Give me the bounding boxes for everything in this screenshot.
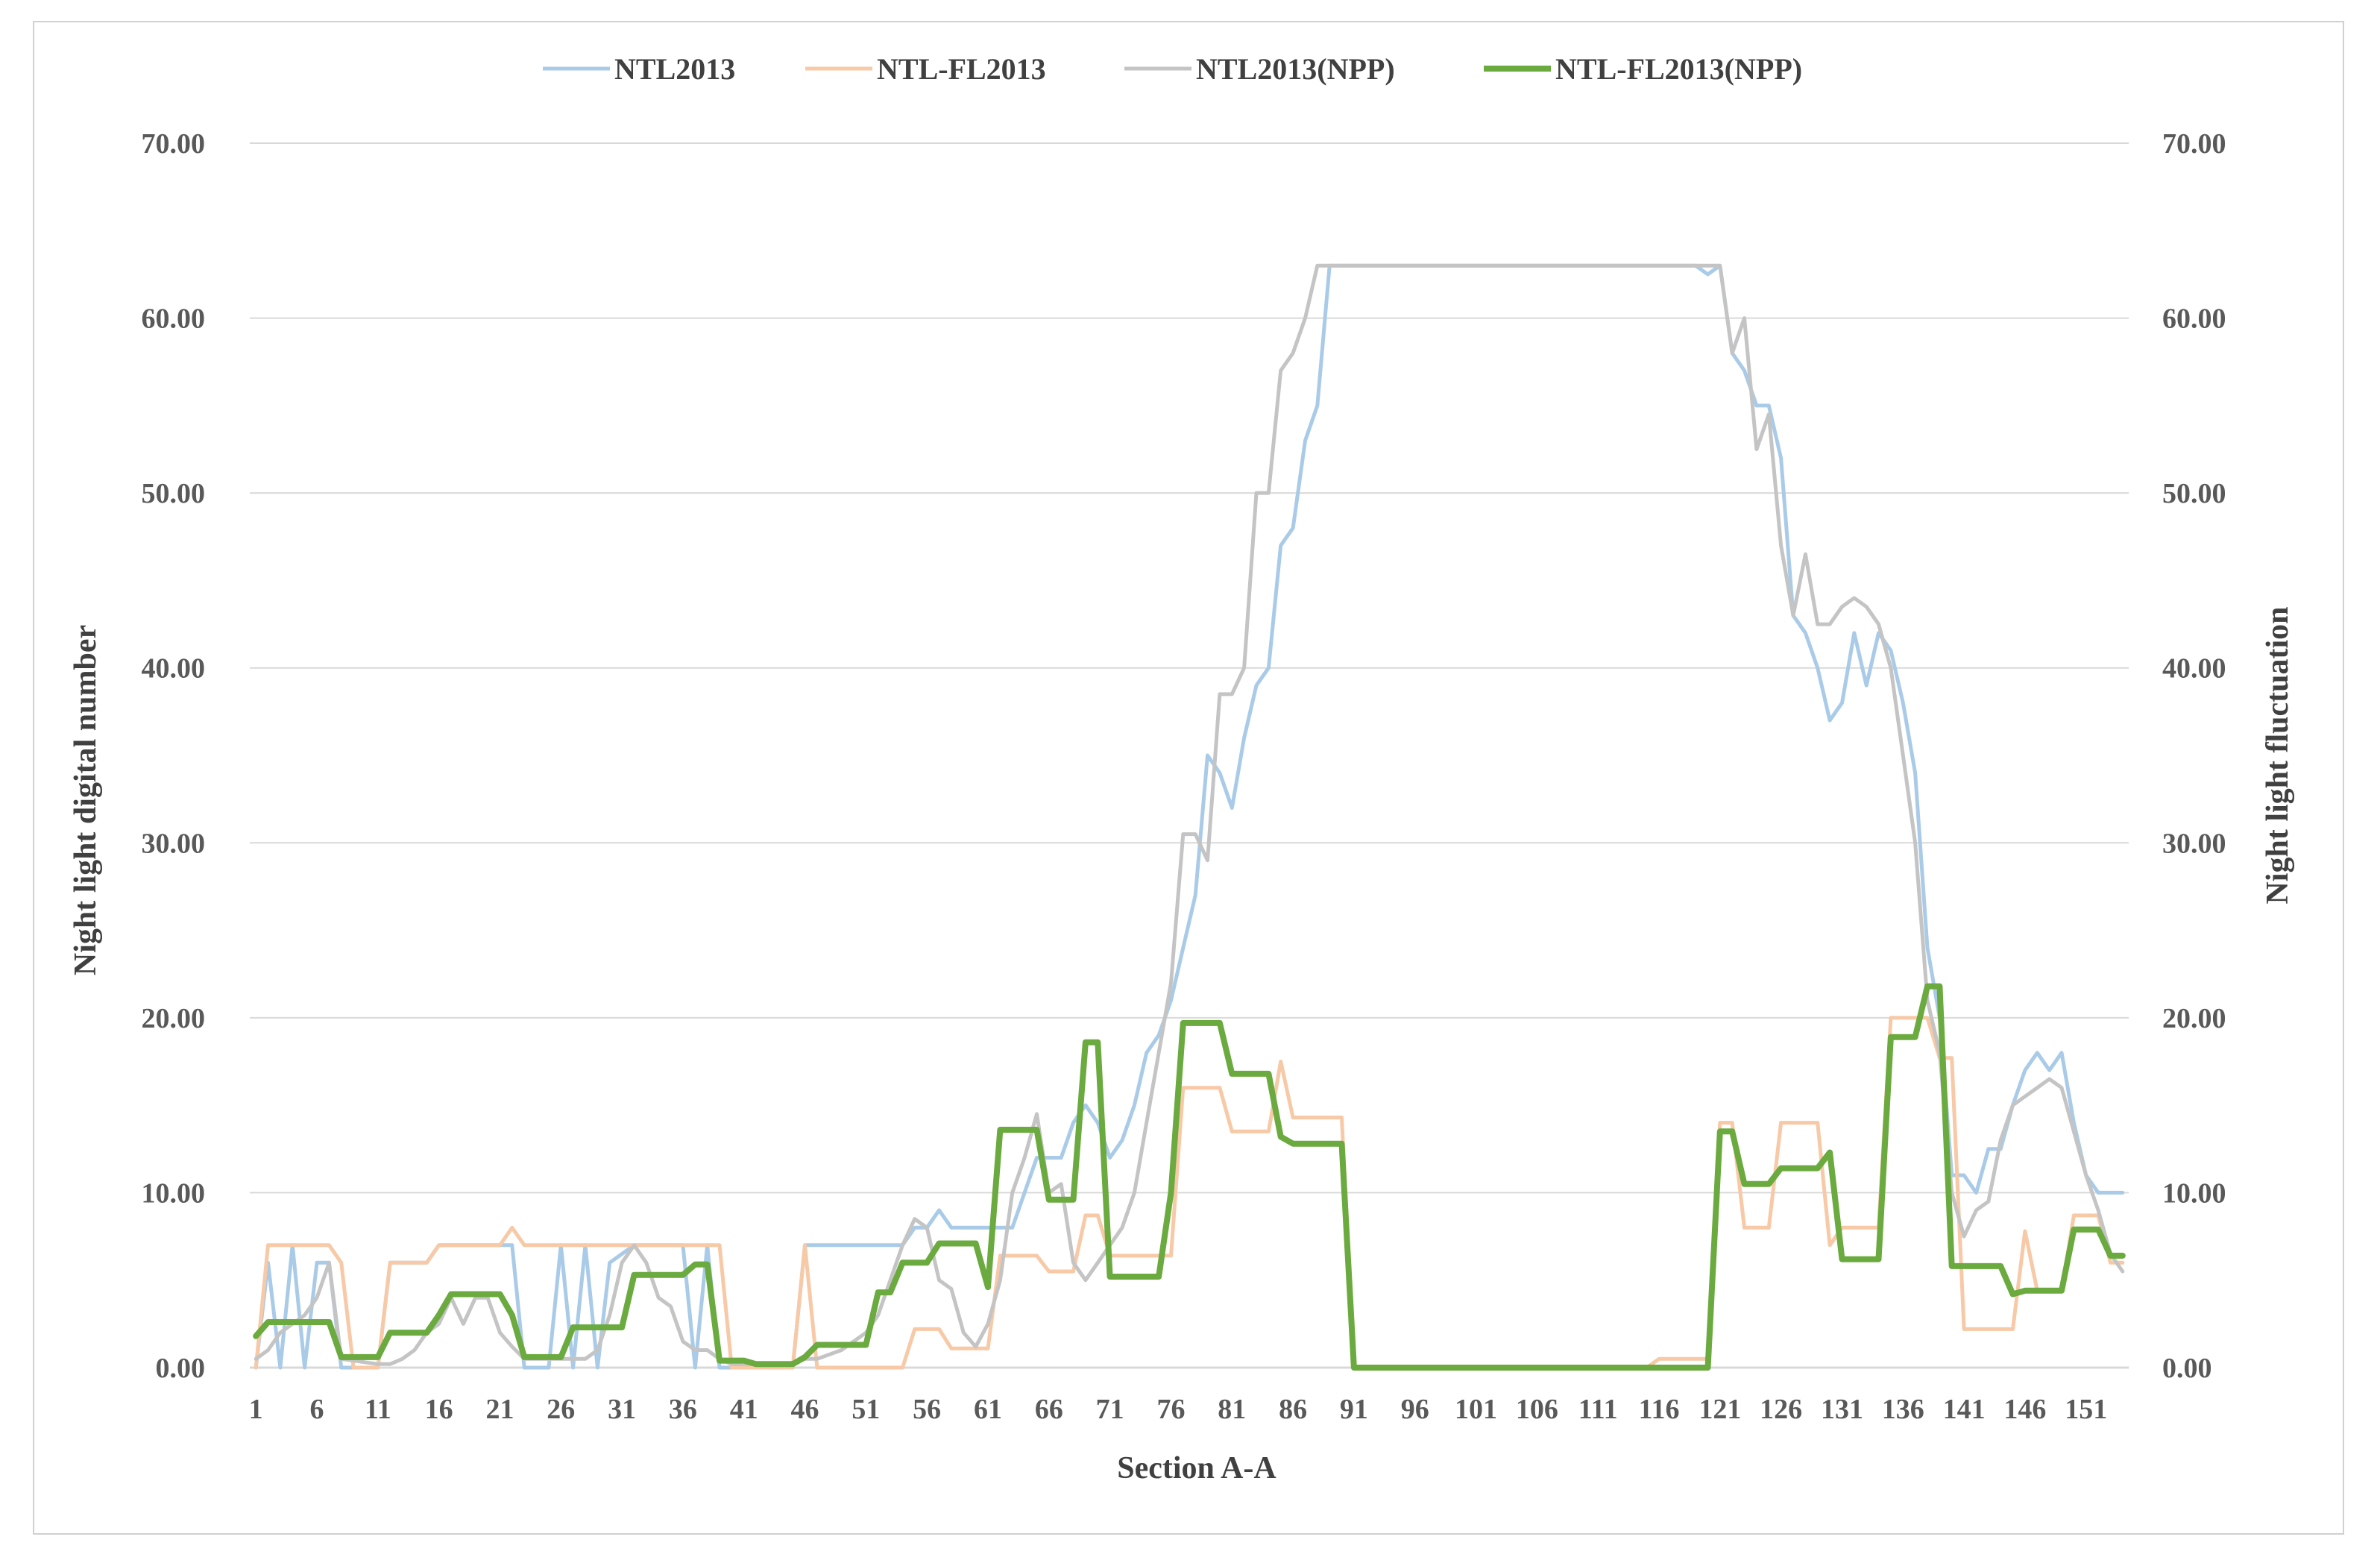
gridlines xyxy=(250,142,2129,1194)
x-tick-label: 71 xyxy=(1096,1394,1124,1425)
legend-label: NTL-FL2013(NPP) xyxy=(1555,52,1802,86)
y-tick-label-left: 30.00 xyxy=(142,828,206,859)
x-tick-label: 101 xyxy=(1455,1394,1497,1425)
x-tick-label: 151 xyxy=(2065,1394,2107,1425)
y-tick-label-right: 70.00 xyxy=(2162,128,2226,160)
x-tick-label: 16 xyxy=(425,1394,453,1425)
y-tick-label-left: 70.00 xyxy=(142,128,206,160)
x-tick-label: 146 xyxy=(2003,1394,2046,1425)
y-tick-label-right: 40.00 xyxy=(2162,653,2226,685)
x-tick-label: 61 xyxy=(974,1394,1002,1425)
y-axis-title-right: Night light fluctuation xyxy=(2261,606,2295,904)
series-layer xyxy=(253,263,2126,1371)
left-y-axis-ticks: 0.00 10.00 20.00 30.00 40.00 50.00 60.00 70.00 xyxy=(142,128,206,1384)
x-tick-label: 141 xyxy=(1943,1394,1986,1425)
x-tick-label: 81 xyxy=(1218,1394,1246,1425)
series-line xyxy=(253,983,2126,1371)
y-tick-label-right: 0.00 xyxy=(2162,1353,2212,1384)
x-tick-label: 86 xyxy=(1279,1394,1307,1425)
x-tick-label: 91 xyxy=(1340,1394,1368,1425)
series-3 xyxy=(253,983,2126,1371)
series-line xyxy=(254,263,2125,1370)
x-tick-label: 51 xyxy=(851,1394,880,1425)
legend-item: NTL2013(NPP) xyxy=(1124,52,1395,86)
x-tick-label: 106 xyxy=(1516,1394,1558,1425)
series-0 xyxy=(254,263,2125,1370)
y-tick-label-left: 20.00 xyxy=(142,1003,206,1034)
y-tick-label-right: 10.00 xyxy=(2162,1177,2226,1209)
x-tick-label: 66 xyxy=(1035,1394,1063,1425)
x-tick-label: 126 xyxy=(1760,1394,1802,1425)
x-axis-ticks: 1 6 11 16 21 26 31 36 41 46 51 56 61 66 71 76 81 86 91 96 10… xyxy=(249,1394,2108,1425)
y-tick-label-left: 0.00 xyxy=(156,1353,206,1384)
y-tick-label-right: 60.00 xyxy=(2162,304,2226,335)
x-tick-label: 121 xyxy=(1699,1394,1741,1425)
x-tick-label: 36 xyxy=(669,1394,697,1425)
x-tick-label: 26 xyxy=(547,1394,575,1425)
legend-item: NTL2013 xyxy=(543,52,735,86)
x-tick-label: 21 xyxy=(485,1394,514,1425)
x-tick-label: 116 xyxy=(1639,1394,1680,1425)
x-tick-label: 6 xyxy=(310,1394,324,1425)
legend-label: NTL2013(NPP) xyxy=(1196,52,1395,86)
y-tick-label-left: 50.00 xyxy=(142,478,206,509)
series-1 xyxy=(254,1016,2125,1370)
x-tick-label: 111 xyxy=(1578,1394,1618,1425)
x-tick-label: 46 xyxy=(791,1394,819,1425)
legend-label: NTL-FL2013 xyxy=(877,52,1046,86)
legend: NTL2013 NTL-FL2013 NTL2013(NPP) NTL-FL2013(… xyxy=(543,52,1802,86)
right-y-axis-ticks: 0.00 10.00 20.00 30.00 40.00 50.00 60.00 70.00 xyxy=(2162,128,2226,1384)
chart-frame xyxy=(33,21,2344,1535)
y-tick-label-left: 40.00 xyxy=(142,653,206,685)
y-tick-label-right: 20.00 xyxy=(2162,1003,2226,1034)
y-tick-label-left: 60.00 xyxy=(142,304,206,335)
legend-item: NTL-FL2013(NPP) xyxy=(1484,52,1802,86)
x-tick-label: 11 xyxy=(365,1394,391,1425)
x-tick-label: 136 xyxy=(1882,1394,1924,1425)
x-tick-label: 56 xyxy=(913,1394,941,1425)
x-tick-label: 31 xyxy=(608,1394,636,1425)
y-axis-title-left: Night light digital number xyxy=(69,625,103,975)
y-tick-label-right: 30.00 xyxy=(2162,828,2226,859)
x-tick-label: 96 xyxy=(1401,1394,1429,1425)
x-axis-title: Section A-A xyxy=(1117,1451,1276,1485)
x-tick-label: 1 xyxy=(249,1394,263,1425)
x-tick-label: 41 xyxy=(730,1394,758,1425)
y-tick-label-left: 10.00 xyxy=(142,1177,206,1209)
series-2 xyxy=(254,263,2125,1366)
legend-item: NTL-FL2013 xyxy=(805,52,1046,86)
x-tick-label: 76 xyxy=(1156,1394,1185,1425)
series-line xyxy=(254,1016,2125,1370)
series-line xyxy=(254,263,2125,1366)
y-tick-label-right: 50.00 xyxy=(2162,478,2226,509)
legend-label: NTL2013 xyxy=(614,52,735,86)
x-tick-label: 131 xyxy=(1821,1394,1863,1425)
